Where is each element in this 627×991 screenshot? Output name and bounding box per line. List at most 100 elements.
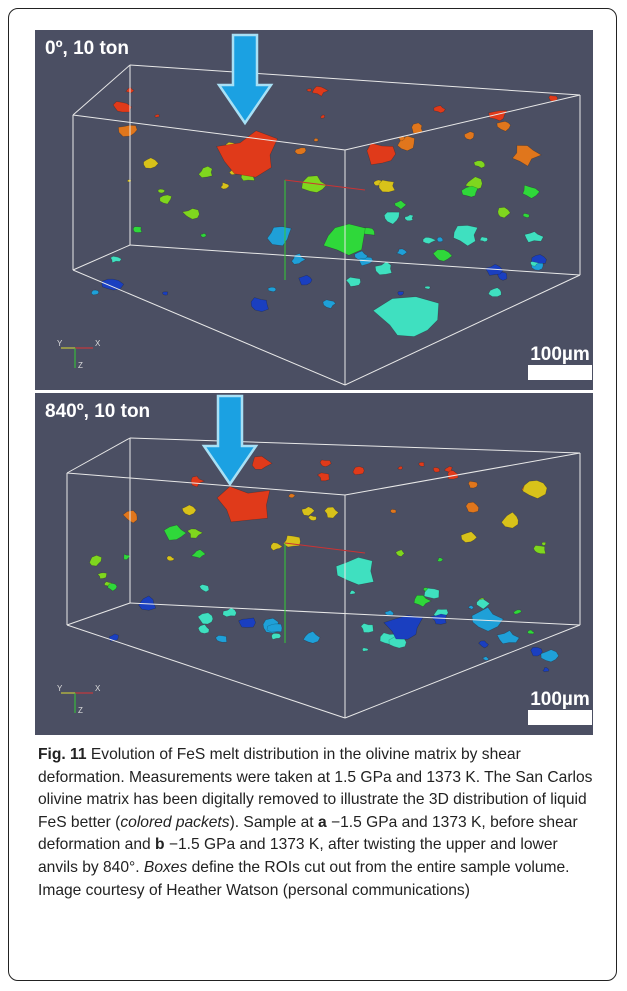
melt-packet [158, 189, 165, 193]
caption: Fig. 11 Evolution of FeS melt distributi… [38, 744, 598, 902]
melt-packet [384, 212, 399, 224]
melt-packet [144, 158, 159, 169]
melt-packet [430, 614, 446, 624]
melt-packet [199, 166, 213, 177]
melt-packet [395, 201, 407, 210]
triad-label: Z [78, 706, 83, 715]
scale-bar-label: 100µm [530, 689, 590, 710]
melt-packet [497, 121, 511, 131]
melt-packet [314, 138, 318, 141]
scale-bar-label: 100µm [530, 344, 590, 365]
caption-bold: a [318, 814, 327, 831]
melt-packet [251, 298, 268, 312]
melt-packet [398, 291, 404, 295]
arrow [219, 35, 271, 123]
melt-packet [268, 287, 276, 292]
inner-axis [285, 543, 365, 553]
caption-bold: b [155, 836, 165, 853]
melt-packet [531, 647, 543, 656]
roi-box-edge [67, 438, 130, 473]
melt-packet [200, 585, 209, 592]
melt-packet [167, 556, 175, 561]
melt-packet [397, 249, 407, 256]
triad-label: Y [57, 684, 63, 693]
melt-packet [336, 557, 373, 584]
melt-packet [419, 462, 425, 466]
melt-packet [299, 275, 312, 285]
triad-label: Z [78, 361, 83, 370]
melt-packet [466, 502, 479, 512]
panel-title: 840º, 10 ton [45, 401, 150, 422]
melt-packet [543, 668, 549, 672]
melt-packet [217, 487, 270, 522]
roi-box-edge [73, 245, 130, 270]
panel-title: 0º, 10 ton [45, 38, 129, 59]
melt-packet [398, 466, 403, 469]
melt-packet [479, 641, 489, 648]
melt-packet [239, 618, 256, 628]
roi-box-edge [130, 65, 580, 95]
melt-packet [124, 554, 130, 559]
melt-packet [423, 237, 436, 243]
roi-box-edge [345, 95, 580, 150]
page: {"panels": [ {"label": "0º, 10 ton", "sc… [0, 0, 627, 991]
caption-text: ). Sample at [230, 814, 318, 831]
melt-packet [127, 180, 131, 182]
melt-packet [113, 102, 132, 113]
melt-packet [412, 123, 423, 133]
melt-packet [324, 224, 366, 255]
melt-packet [303, 631, 320, 643]
melt-packet [182, 505, 196, 515]
caption-label: Fig. 11 [38, 746, 87, 763]
melt-packet [373, 297, 439, 337]
melt-packet [108, 583, 117, 591]
melt-packet [464, 132, 474, 140]
roi-box-edge [73, 270, 345, 385]
melt-packet [525, 232, 544, 243]
melt-packet [292, 254, 306, 265]
melt-packet [346, 277, 361, 286]
melt-packet [216, 635, 227, 642]
melt-packet [468, 606, 473, 610]
melt-packet [90, 555, 102, 566]
inner-axis [285, 180, 365, 190]
melt-packet [541, 650, 559, 662]
melt-packet [350, 591, 356, 595]
melt-packet [367, 143, 396, 165]
melt-packet [295, 148, 306, 155]
roi-box-edge [67, 473, 345, 495]
melt-packet [424, 588, 439, 598]
melt-packet [198, 613, 213, 624]
melt-packet [433, 467, 440, 472]
melt-packet [488, 288, 501, 297]
melt-packet [302, 507, 315, 516]
melt-packet [312, 86, 328, 96]
melt-packet [391, 509, 396, 513]
melt-packet [396, 550, 405, 557]
melt-packet [474, 161, 485, 168]
melt-packet [283, 536, 300, 548]
melt-packet [523, 481, 547, 499]
render: 0º, 10 ton 100µm Y X Z [35, 30, 593, 390]
melt-packet [461, 532, 477, 543]
melt-packet [512, 145, 541, 166]
melt-packet [480, 237, 488, 242]
roi-box-edge [73, 115, 345, 150]
melt-packet [318, 473, 330, 481]
melt-packet [437, 237, 443, 242]
melt-packet [267, 227, 291, 246]
triad-label: Y [57, 339, 63, 348]
melt-packet [323, 300, 336, 309]
melt-packet [433, 250, 452, 262]
melt-packet [118, 125, 137, 136]
melt-packet [353, 467, 364, 475]
melt-packet [523, 213, 529, 218]
triad-label: X [95, 339, 101, 348]
melt-packet [91, 290, 98, 295]
melt-packet [155, 114, 159, 117]
melt-packet [513, 610, 521, 614]
scale-bar [528, 710, 592, 725]
melt-packet [321, 115, 325, 119]
roi-box-edge [67, 625, 345, 718]
